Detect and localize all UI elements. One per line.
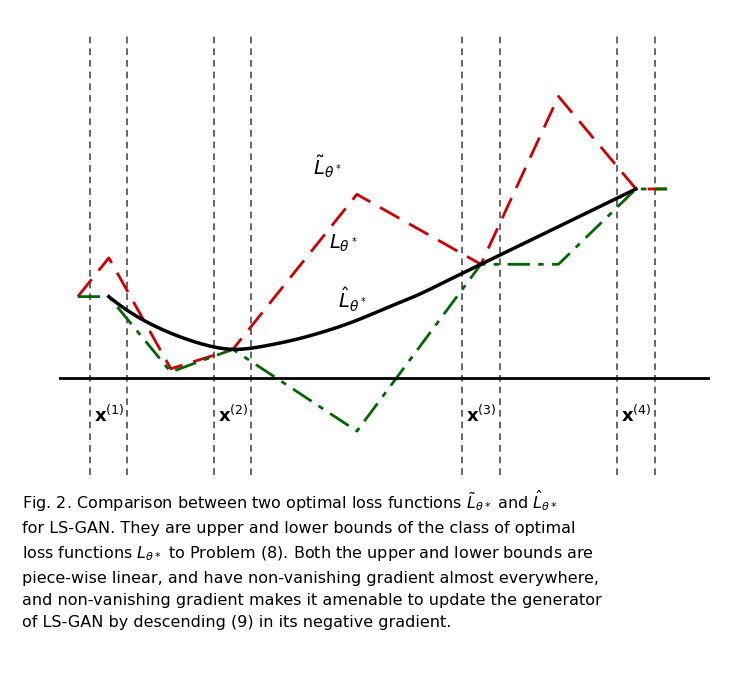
Text: $\tilde{L}_{\theta^*}$: $\tilde{L}_{\theta^*}$ bbox=[314, 154, 342, 181]
Text: $\mathbf{x}^{(1)}$: $\mathbf{x}^{(1)}$ bbox=[93, 404, 124, 426]
Text: $\hat{L}_{\theta^*}$: $\hat{L}_{\theta^*}$ bbox=[338, 286, 367, 314]
Text: $L_{\theta^*}$: $L_{\theta^*}$ bbox=[329, 232, 357, 253]
Text: $\mathbf{x}^{(2)}$: $\mathbf{x}^{(2)}$ bbox=[218, 404, 248, 426]
Text: $\mathbf{x}^{(4)}$: $\mathbf{x}^{(4)}$ bbox=[621, 404, 651, 426]
Text: $\mathbf{x}^{(3)}$: $\mathbf{x}^{(3)}$ bbox=[465, 404, 497, 426]
Text: Fig. 2. Comparison between two optimal loss functions $\tilde{L}_{\theta*}$ and : Fig. 2. Comparison between two optimal l… bbox=[22, 489, 602, 630]
